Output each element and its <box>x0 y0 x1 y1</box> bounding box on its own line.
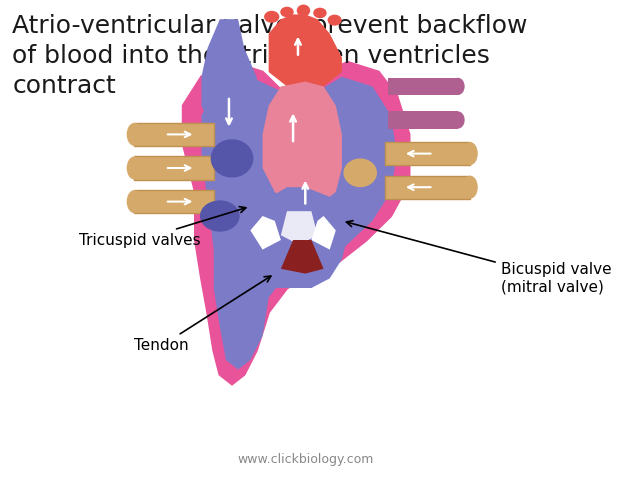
Ellipse shape <box>264 11 279 23</box>
Ellipse shape <box>344 158 377 187</box>
Polygon shape <box>134 123 214 146</box>
Polygon shape <box>134 156 214 180</box>
Polygon shape <box>134 190 214 213</box>
Text: www.clickbiology.com: www.clickbiology.com <box>237 453 374 466</box>
Polygon shape <box>385 176 470 199</box>
Polygon shape <box>312 216 336 250</box>
Ellipse shape <box>200 201 239 232</box>
Ellipse shape <box>211 139 253 178</box>
Ellipse shape <box>297 5 310 16</box>
Text: Atrio-ventricular valves prevent backflow
of blood into the atria when ventricle: Atrio-ventricular valves prevent backflo… <box>12 14 528 98</box>
Ellipse shape <box>328 15 342 25</box>
Polygon shape <box>281 240 324 274</box>
Polygon shape <box>183 62 409 384</box>
Polygon shape <box>281 211 317 245</box>
Polygon shape <box>388 111 458 129</box>
Ellipse shape <box>127 123 142 146</box>
Ellipse shape <box>313 8 326 18</box>
Ellipse shape <box>463 142 478 165</box>
Ellipse shape <box>451 78 465 95</box>
Text: Bicuspid valve
(mitral valve): Bicuspid valve (mitral valve) <box>346 221 611 295</box>
Ellipse shape <box>451 111 465 129</box>
Polygon shape <box>202 19 262 144</box>
Polygon shape <box>250 216 281 250</box>
Ellipse shape <box>280 7 294 17</box>
Polygon shape <box>202 77 397 370</box>
Polygon shape <box>244 187 348 288</box>
Text: Tendon: Tendon <box>134 276 271 353</box>
Polygon shape <box>385 142 470 165</box>
Text: Tricuspid valves: Tricuspid valves <box>79 206 246 248</box>
Ellipse shape <box>127 190 142 213</box>
Polygon shape <box>262 82 342 206</box>
Ellipse shape <box>127 156 142 180</box>
Polygon shape <box>388 78 458 95</box>
Ellipse shape <box>463 176 478 199</box>
Polygon shape <box>269 14 342 96</box>
